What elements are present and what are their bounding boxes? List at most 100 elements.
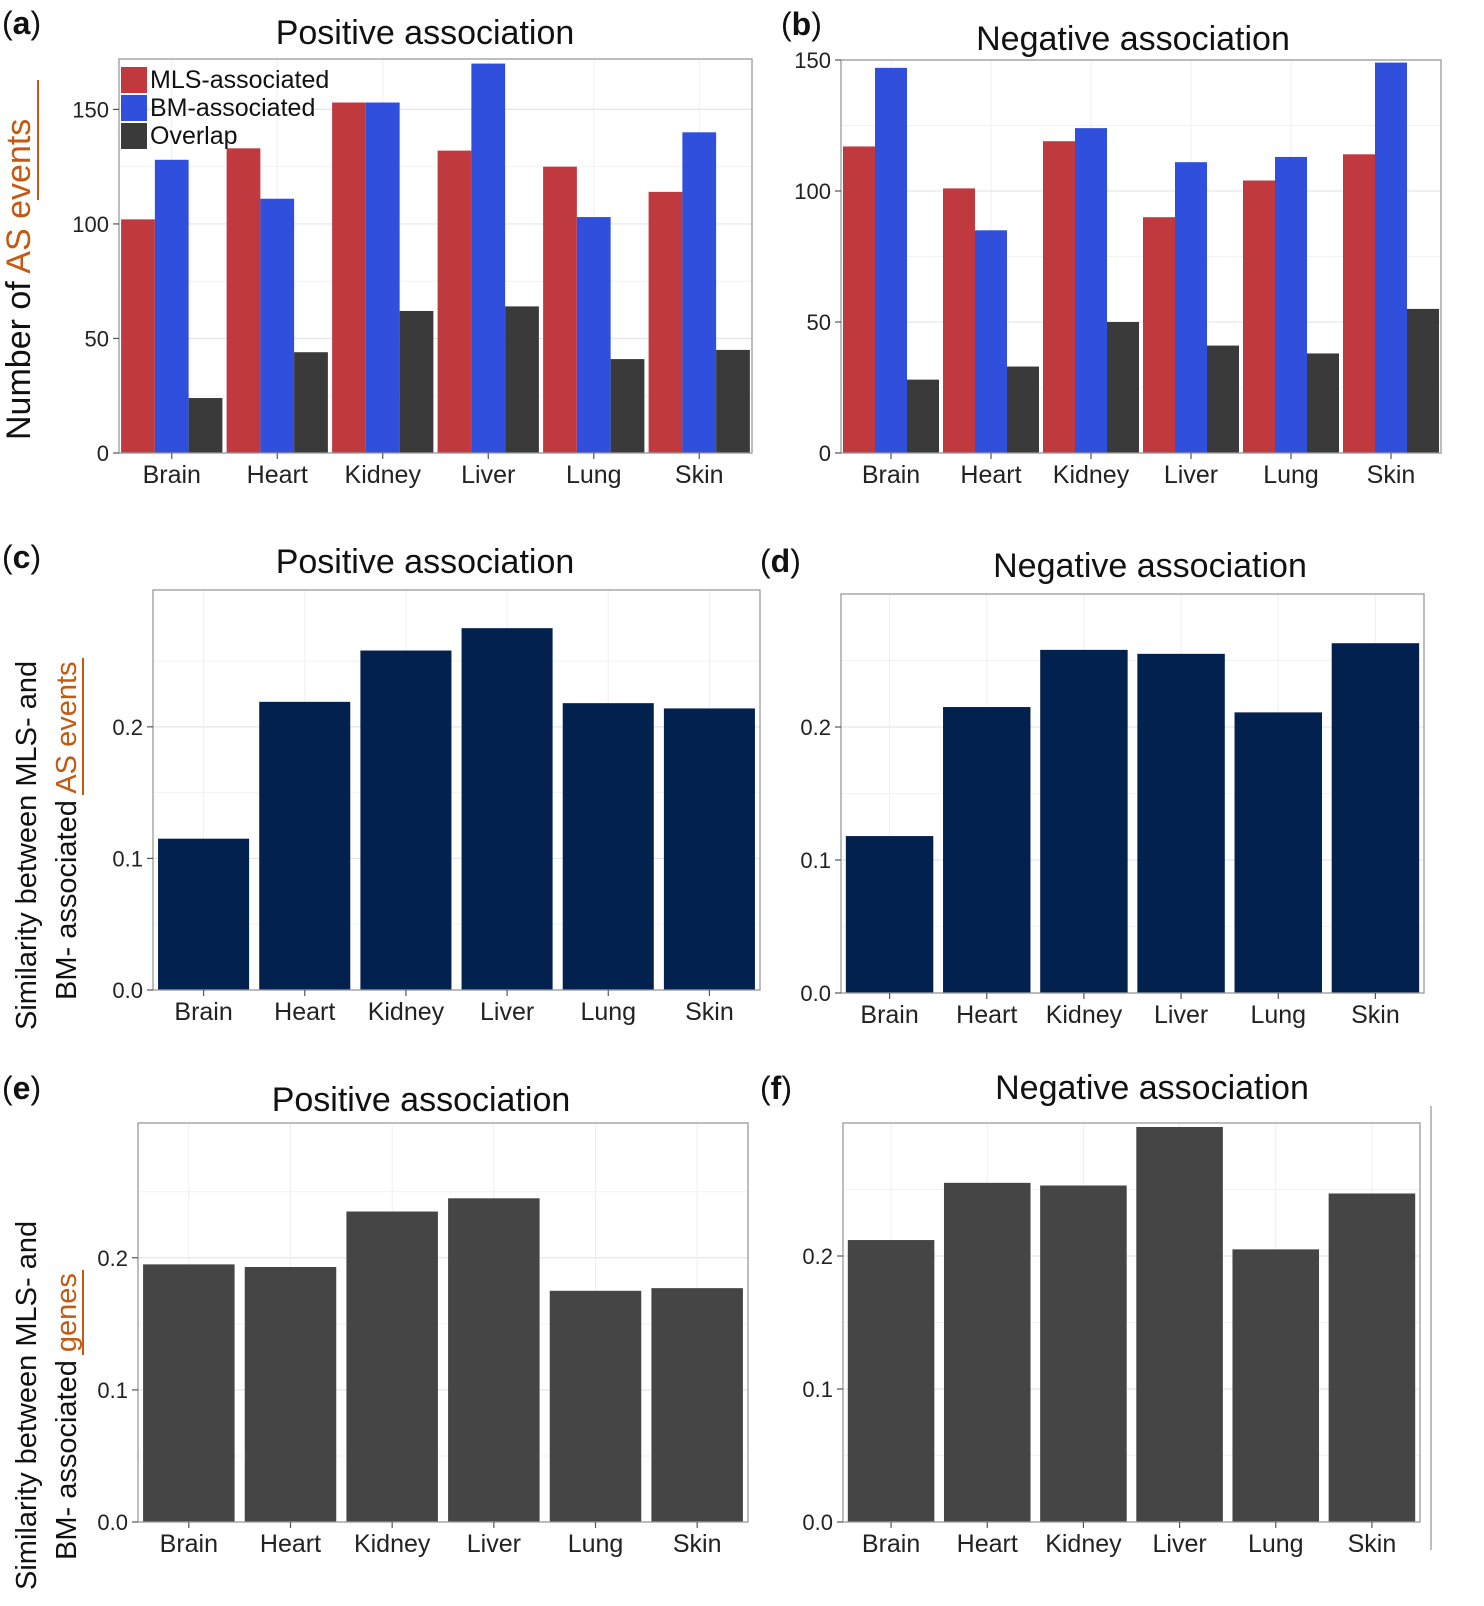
bar-overlap-liver	[505, 306, 539, 453]
y-axis-label-highlight: genes	[51, 1273, 83, 1352]
chart-title: Positive association	[276, 14, 575, 52]
bar-lung	[562, 703, 654, 990]
x-tick-label: Skin	[1348, 1530, 1397, 1558]
x-tick-label: Kidney	[1053, 461, 1130, 489]
bar-heart	[259, 701, 351, 990]
bar-overlap-skin	[716, 349, 750, 453]
x-tick-label: Heart	[957, 1530, 1018, 1558]
bar-brain	[143, 1264, 235, 1522]
bar-heart	[943, 707, 1031, 993]
y-tick-label: 100	[72, 212, 109, 237]
y-axis-label-highlight: AS events	[0, 119, 38, 274]
y-tick-label: 0.0	[112, 978, 143, 1003]
bar-kidney	[360, 650, 452, 990]
x-tick-label: Lung	[1263, 461, 1319, 489]
bar-mls-associated-heart	[226, 148, 261, 453]
bar-bm-associated-skin	[682, 132, 717, 454]
plot-frame	[152, 589, 761, 991]
panel-label-part: (	[2, 1070, 13, 1106]
bar-overlap-kidney	[399, 310, 434, 453]
bar-kidney	[1040, 649, 1128, 993]
x-tick-label: Brain	[174, 998, 232, 1026]
y-tick-label: 150	[794, 48, 831, 73]
bar-liver	[448, 1198, 540, 1522]
y-tick-label: 0.2	[97, 1246, 128, 1271]
bar-overlap-kidney	[1107, 322, 1139, 453]
y-tick-label: 0	[819, 441, 831, 466]
panel-label-part: )	[30, 5, 41, 41]
y-axis-label-line2: BM- associated genes	[51, 1273, 83, 1560]
bar-bm-associated-kidney	[1075, 128, 1107, 453]
bar-bm-associated-liver	[1175, 162, 1207, 453]
y-axis-label-sim-events: Similarity between MLS- and BM- associate…	[11, 658, 84, 1030]
panel-label: (b)	[781, 6, 822, 42]
bar-mls-associated-skin	[1343, 154, 1375, 453]
bar-liver	[461, 628, 553, 990]
y-tick-label: 0.0	[97, 1510, 128, 1535]
y-axis-label-prefix: Number of	[0, 274, 38, 440]
bar-mls-associated-kidney	[332, 102, 366, 453]
x-tick-label: Liver	[1152, 1530, 1206, 1558]
legend-label: BM-associated	[150, 94, 315, 122]
chart-panel-e: 0.0 0.1 0.2 Brain Heart Kidney Liver Lung Skin Po…	[2, 1070, 749, 1558]
legend-label: Overlap	[150, 122, 238, 150]
bar-lung	[549, 1290, 642, 1522]
x-tick-label: Brain	[860, 1001, 918, 1029]
chart-title: Negative association	[976, 20, 1290, 58]
y-tick-label: 100	[794, 179, 831, 204]
legend-swatch-mls-associated	[121, 67, 147, 93]
x-tick-label: Skin	[1351, 1001, 1400, 1029]
bar-mls-associated-lung	[543, 166, 577, 454]
bar-mls-associated-heart	[943, 188, 975, 453]
x-tick-label: Lung	[580, 998, 636, 1026]
x-tick-label: Skin	[673, 1530, 722, 1558]
x-tick-label: Brain	[160, 1530, 218, 1558]
bar-overlap-lung	[610, 359, 645, 453]
bar-lung	[1234, 712, 1322, 993]
panel-label-part: b	[792, 6, 812, 42]
bar-bm-associated-brain	[154, 159, 189, 453]
panel-label: (f)	[760, 1070, 792, 1106]
x-tick-label: Brain	[862, 1530, 920, 1558]
x-tick-label: Lung	[1248, 1530, 1304, 1558]
panel-label-part: )	[30, 539, 41, 575]
bar-brain	[158, 838, 250, 990]
panel-label: (c)	[2, 539, 41, 575]
panel-label-part: (	[760, 543, 771, 579]
bar-heart	[244, 1267, 337, 1522]
x-tick-label: Liver	[467, 1530, 521, 1558]
plot-frame	[842, 1122, 1421, 1523]
bar-heart	[943, 1182, 1031, 1522]
y-axis-label-line1: Similarity between MLS- and	[11, 661, 43, 1030]
bar-overlap-heart	[1007, 366, 1039, 453]
y-axis-label-events: Number of AS events	[0, 80, 39, 440]
bar-kidney	[1040, 1185, 1127, 1522]
bar-bm-associated-liver	[471, 63, 506, 454]
x-tick-label: Liver	[461, 461, 515, 489]
bar-overlap-skin	[1407, 308, 1439, 453]
panel-label-part: (	[781, 6, 792, 42]
y-tick-label: 50	[807, 310, 831, 335]
bar-overlap-lung	[1307, 353, 1339, 453]
x-tick-label: Skin	[675, 461, 724, 489]
y-tick-label: 50	[85, 326, 109, 351]
chart-title: Negative association	[993, 547, 1307, 585]
bar-bm-associated-kidney	[365, 102, 400, 453]
x-tick-label: Heart	[274, 998, 335, 1026]
panel-label-part: (	[760, 1070, 771, 1106]
bar-skin	[1328, 1193, 1416, 1522]
bar-overlap-liver	[1207, 345, 1239, 453]
bar-mls-associated-liver	[1143, 217, 1175, 453]
panel-label: (a)	[2, 5, 41, 41]
bar-bm-associated-heart	[260, 198, 295, 453]
y-tick-label: 0.1	[97, 1378, 128, 1403]
y-tick-label: 0.2	[800, 715, 831, 740]
x-tick-label: Kidney	[345, 461, 422, 489]
chart-title: Negative association	[995, 1069, 1309, 1107]
legend-label: MLS-associated	[150, 66, 329, 94]
chart-panel-a: 0 50 100 150 Brain Heart Kidney Liver Lung Skin Po…	[2, 5, 753, 489]
panel-label-part: d	[771, 543, 791, 579]
y-axis-label-sim-genes: Similarity between MLS- and BM- associate…	[11, 1221, 84, 1590]
y-axis-label-prefix: BM- associated	[51, 1352, 83, 1560]
